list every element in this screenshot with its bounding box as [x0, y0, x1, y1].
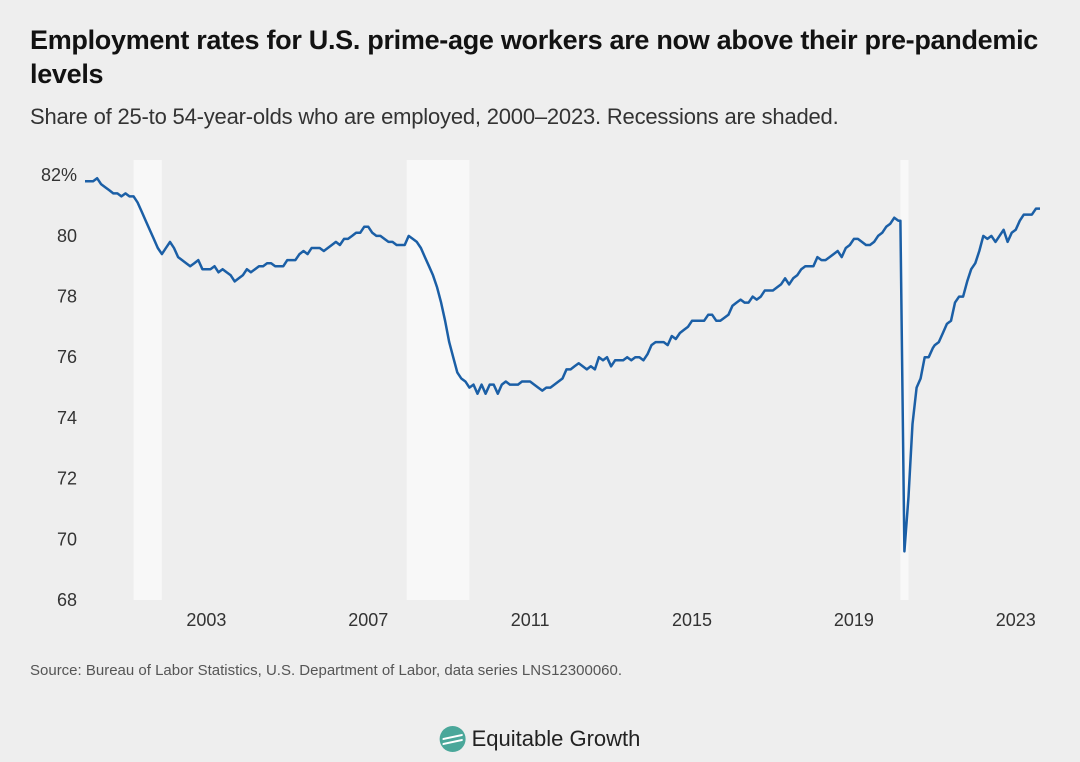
svg-text:2011: 2011: [511, 610, 550, 630]
svg-text:82%: 82%: [41, 165, 77, 185]
chart-subtitle: Share of 25-to 54-year-olds who are empl…: [30, 104, 1050, 130]
brand-footer: Equitable Growth: [440, 726, 641, 752]
chart-source: Source: Bureau of Labor Statistics, U.S.…: [30, 662, 1050, 679]
chart-title: Employment rates for U.S. prime-age work…: [30, 24, 1050, 92]
svg-text:2003: 2003: [186, 610, 226, 630]
svg-text:68: 68: [57, 590, 77, 610]
svg-text:2007: 2007: [348, 610, 388, 630]
svg-text:2023: 2023: [996, 610, 1036, 630]
brand-logo-icon: [440, 726, 466, 752]
svg-text:2015: 2015: [672, 610, 712, 630]
svg-text:74: 74: [57, 407, 77, 427]
line-chart-svg: 68 70 72 74 76 78 80 82% 2003 2007 2011 2015 2019 202…: [30, 150, 1050, 640]
brand-label: Equitable Growth: [472, 726, 641, 752]
svg-text:78: 78: [57, 286, 77, 306]
svg-text:70: 70: [57, 529, 77, 549]
svg-text:76: 76: [57, 347, 77, 367]
chart-area: 68 70 72 74 76 78 80 82% 2003 2007 2011 2015 2019 202…: [30, 150, 1050, 640]
svg-text:2019: 2019: [834, 610, 874, 630]
svg-text:80: 80: [57, 225, 77, 245]
svg-text:72: 72: [57, 468, 77, 488]
